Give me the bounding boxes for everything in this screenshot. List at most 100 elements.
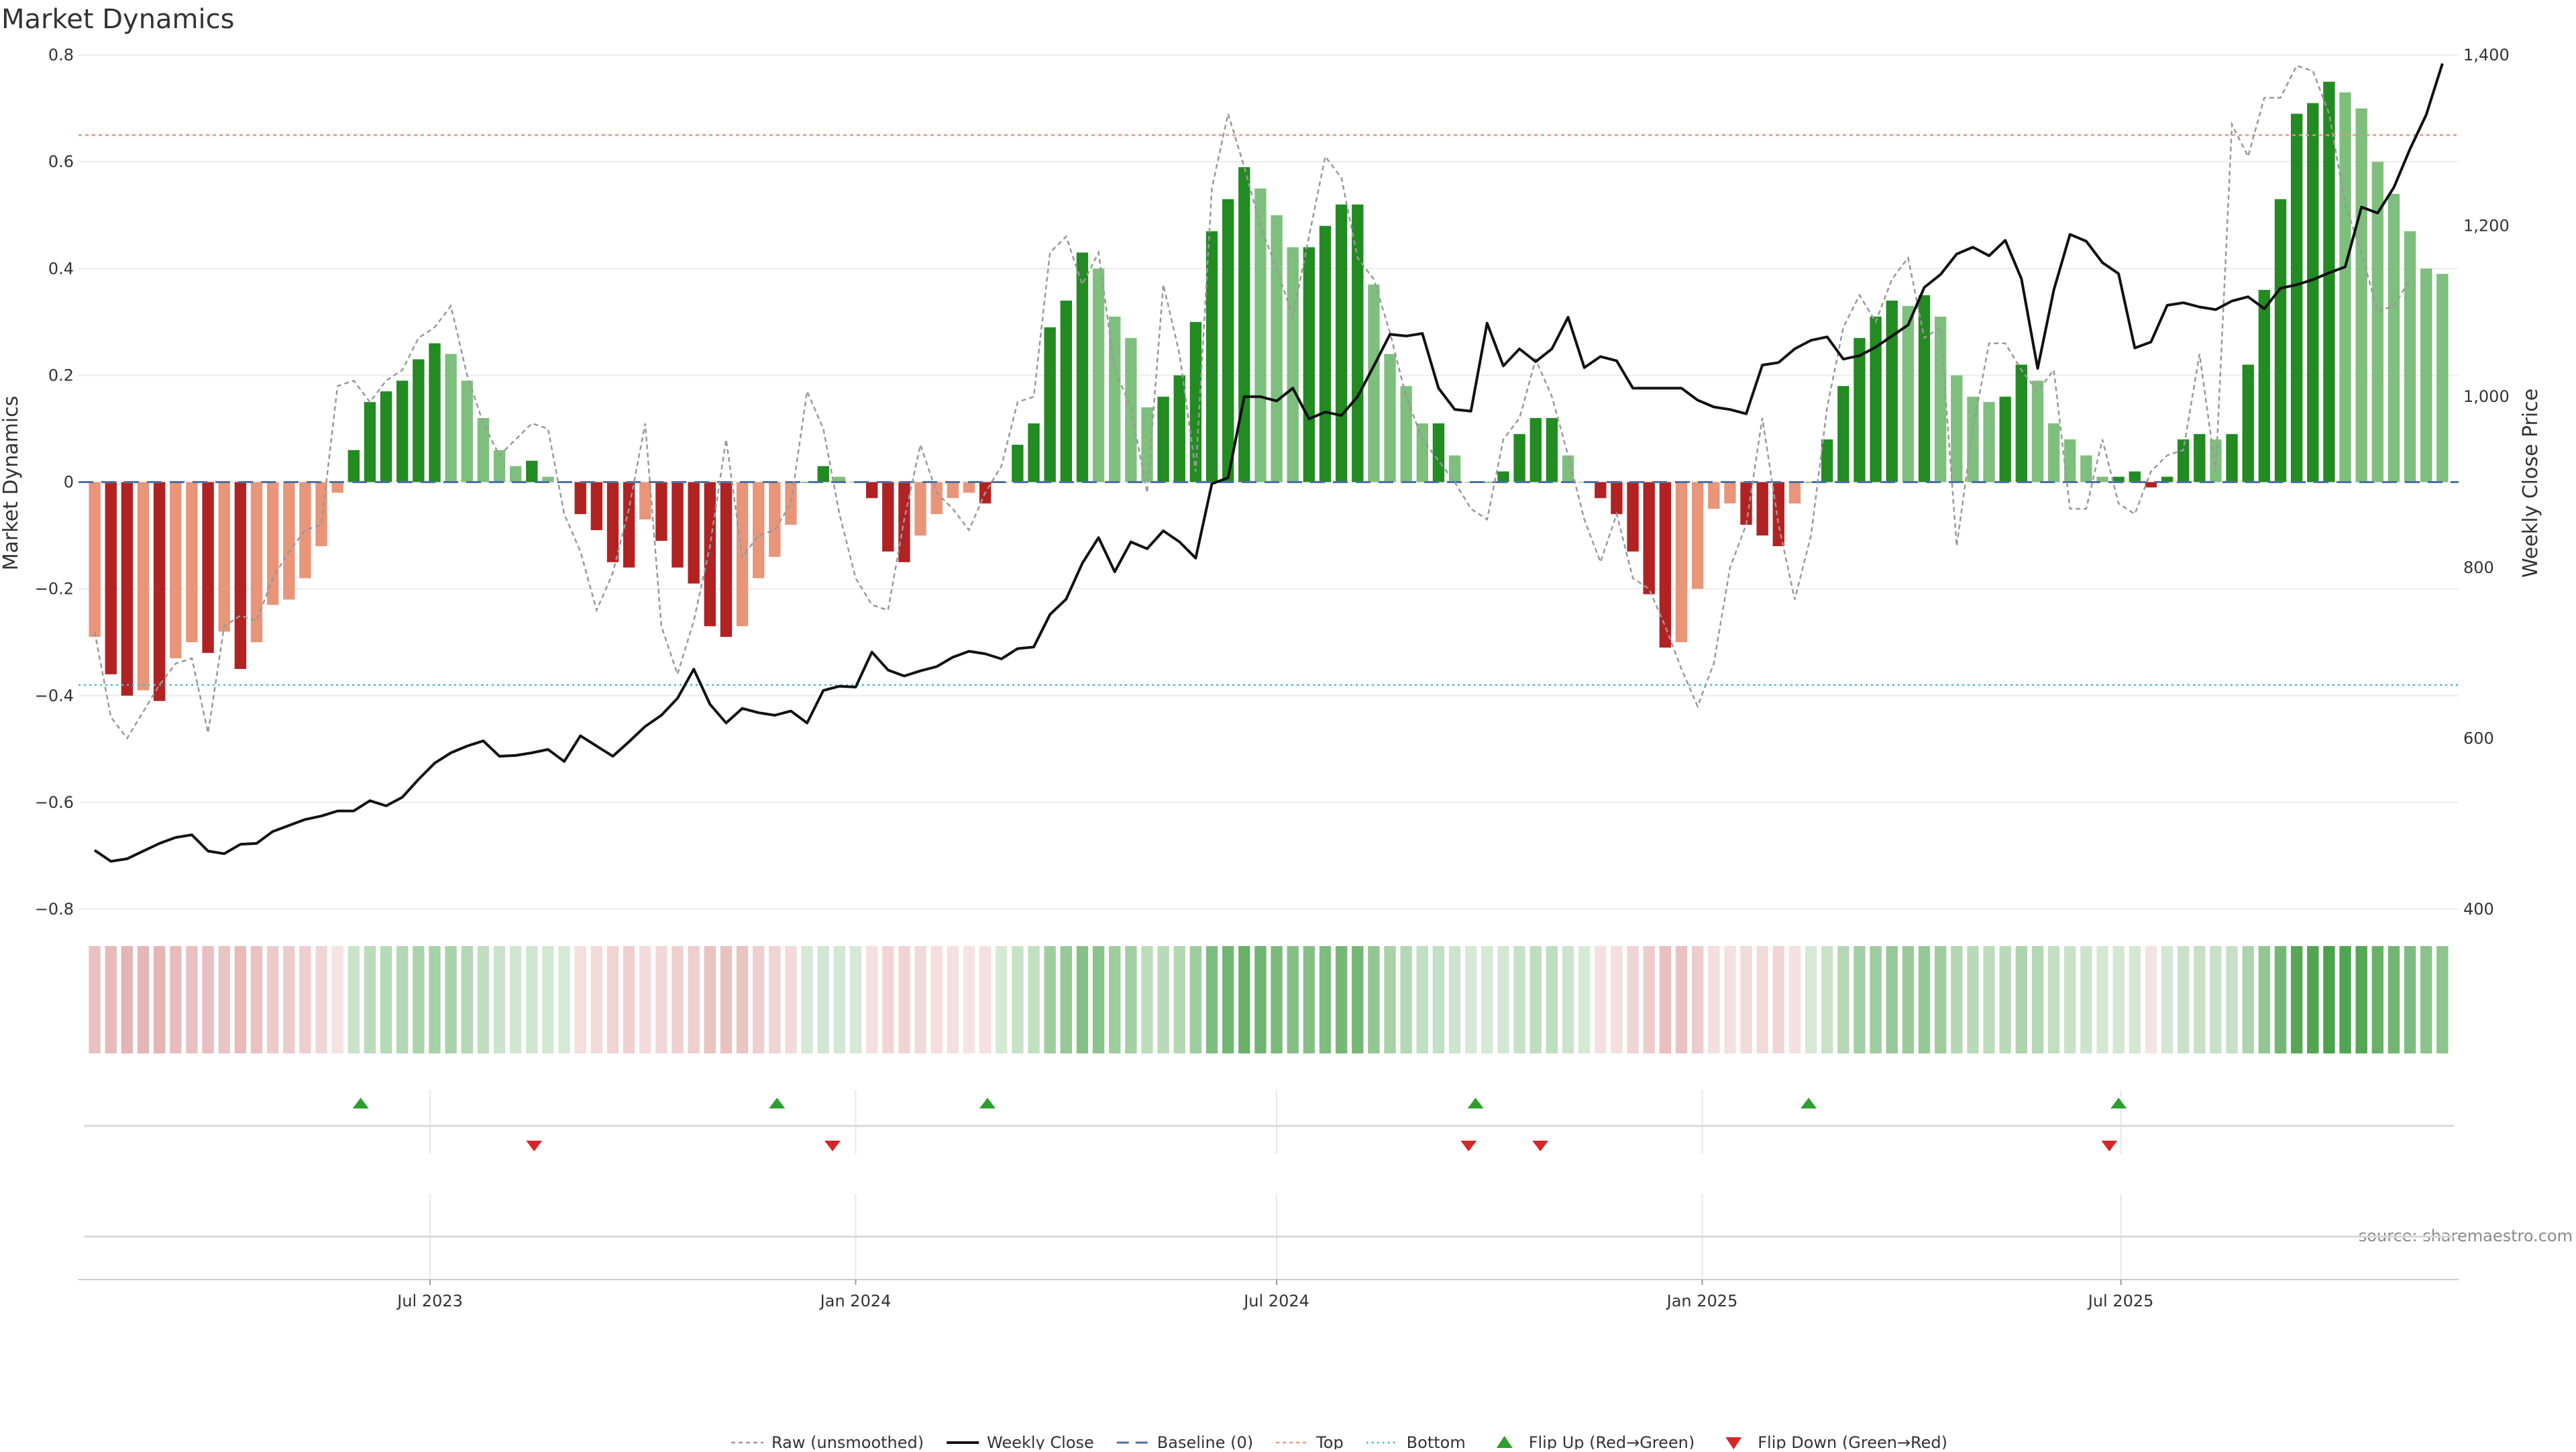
heat-cell xyxy=(1238,946,1250,1053)
bar xyxy=(2355,108,2367,482)
bar xyxy=(2031,380,2044,482)
flip-up-marker xyxy=(979,1098,996,1108)
heat-cell xyxy=(283,946,295,1053)
y2-tick-label: 1,000 xyxy=(2463,387,2510,406)
flip-down-marker xyxy=(1460,1141,1477,1151)
bar xyxy=(509,466,522,482)
bar xyxy=(364,402,376,482)
bar xyxy=(655,482,667,541)
flip-up-marker xyxy=(2110,1098,2127,1108)
heat-cell xyxy=(2226,946,2238,1053)
bar xyxy=(1189,321,1202,482)
heat-cell xyxy=(914,946,926,1053)
bar xyxy=(2307,103,2319,482)
heat-cell xyxy=(186,946,198,1053)
heat-cell xyxy=(963,946,975,1053)
bar xyxy=(1076,252,1089,482)
y2-tick-label: 600 xyxy=(2463,729,2494,747)
legend-item-bottom: Bottom xyxy=(1366,1433,1466,1452)
bar xyxy=(2194,433,2206,482)
heat-cell xyxy=(979,946,991,1053)
bar xyxy=(1918,295,1931,482)
bar xyxy=(315,482,327,546)
heat-cell xyxy=(509,946,522,1053)
bar xyxy=(704,482,716,627)
raw-line xyxy=(93,64,2411,740)
heat-cell xyxy=(688,946,700,1053)
heat-cell xyxy=(250,946,263,1053)
bar xyxy=(1643,482,1655,594)
heat-cell xyxy=(1060,946,1072,1053)
heat-cell xyxy=(1756,946,1768,1053)
bar xyxy=(865,482,878,499)
heat-cell xyxy=(2112,946,2125,1053)
heat-cell xyxy=(1902,946,1915,1053)
bar xyxy=(1319,225,1332,482)
heat-cell xyxy=(1222,946,1234,1053)
heat-cell xyxy=(1562,946,1574,1053)
bar xyxy=(720,482,733,637)
heat-cell xyxy=(1319,946,1332,1053)
bar xyxy=(186,482,198,643)
bar xyxy=(396,380,409,482)
heat-cell xyxy=(2404,946,2416,1053)
bar xyxy=(801,482,813,483)
y-tick-label: 0.6 xyxy=(48,152,74,171)
heat-cell xyxy=(817,946,829,1053)
heat-cell xyxy=(1481,946,1493,1053)
bar xyxy=(1788,482,1801,504)
heat-cell xyxy=(2145,946,2157,1053)
heat-cell xyxy=(153,946,166,1053)
heat-cell xyxy=(2194,946,2206,1053)
bar xyxy=(1044,327,1056,482)
bar xyxy=(1384,354,1396,482)
heat-cell xyxy=(1109,946,1121,1053)
bar xyxy=(947,482,959,499)
bar xyxy=(1497,471,1509,482)
legend-label: Top xyxy=(1316,1433,1344,1449)
heat-cell xyxy=(542,946,554,1053)
y-tick-label: 0.4 xyxy=(48,259,74,278)
heat-cell xyxy=(1189,946,1202,1053)
heat-cell xyxy=(1497,946,1509,1053)
flip-down-marker xyxy=(824,1141,841,1151)
flip-down-marker xyxy=(2101,1141,2118,1151)
y-axis-title: Market Dynamics xyxy=(0,396,23,571)
bar xyxy=(1012,444,1024,482)
heat-cell xyxy=(1368,946,1380,1053)
bar xyxy=(1659,482,1672,648)
bar xyxy=(105,482,117,674)
flip-up-marker xyxy=(1467,1098,1484,1108)
heat-cell xyxy=(2436,946,2449,1053)
bar xyxy=(2420,268,2432,482)
bar xyxy=(89,482,101,637)
heat-cell xyxy=(1546,946,1558,1053)
bar xyxy=(526,460,538,482)
heat-cell xyxy=(1125,946,1137,1053)
heat-cell xyxy=(1448,946,1461,1053)
bar xyxy=(2177,439,2190,482)
bar xyxy=(413,359,425,482)
heat-cell xyxy=(89,946,101,1053)
bar xyxy=(429,343,441,482)
heat-cell xyxy=(1578,946,1591,1053)
bar xyxy=(639,482,651,520)
bar xyxy=(1708,482,1720,509)
bar xyxy=(1513,433,1525,482)
bar xyxy=(1335,204,1348,482)
bar xyxy=(153,482,166,701)
heat-cell xyxy=(347,946,360,1053)
heat-cell xyxy=(2015,946,2028,1053)
heat-cell xyxy=(2129,946,2141,1053)
heat-cell xyxy=(1529,946,1542,1053)
bar xyxy=(1595,482,1607,499)
bar xyxy=(1157,397,1169,482)
heat-cell xyxy=(1999,946,2011,1053)
heat-cell xyxy=(865,946,878,1053)
bar xyxy=(2015,364,2028,482)
bar xyxy=(218,482,230,632)
heat-cell xyxy=(493,946,506,1053)
heat-cell xyxy=(105,946,117,1053)
bar xyxy=(1611,482,1623,515)
